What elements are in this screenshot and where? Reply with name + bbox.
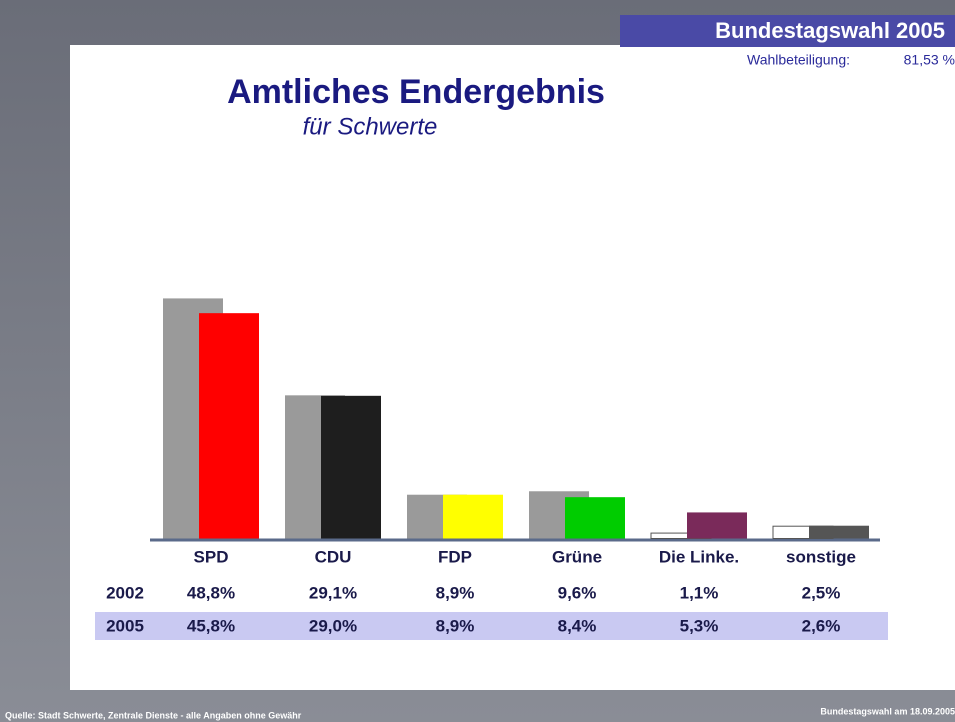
value-label: 1,1% (680, 583, 719, 602)
chart-subtitle: für Schwerte (303, 113, 438, 140)
value-label: 8,4% (558, 616, 597, 635)
row-label: 2005 (106, 616, 144, 635)
bar (199, 313, 259, 539)
x-tick-label: CDU (315, 547, 352, 566)
x-tick-label: FDP (438, 547, 472, 566)
bar (321, 395, 381, 539)
row-highlight (95, 612, 888, 640)
value-label: 29,0% (309, 616, 357, 635)
header-box (620, 15, 955, 47)
value-label: 5,3% (680, 616, 719, 635)
value-label: 48,8% (187, 583, 235, 602)
x-tick-label: sonstige (786, 547, 856, 566)
turnout-value: 81,53 % (904, 52, 955, 68)
value-label: 2,6% (802, 616, 841, 635)
header-title: Bundestagswahl 2005 (715, 18, 945, 43)
bar (687, 512, 747, 539)
bar (809, 525, 869, 539)
x-tick-label: Grüne (552, 547, 602, 566)
value-label: 45,8% (187, 616, 235, 635)
value-label: 9,6% (558, 583, 597, 602)
turnout-label: Wahlbeteiligung: (747, 52, 850, 68)
x-tick-label: Die Linke. (659, 547, 739, 566)
value-label: 8,9% (436, 616, 475, 635)
chart-title: Amtliches Endergebnis (227, 73, 605, 111)
bar (443, 494, 503, 539)
value-label: 8,9% (436, 583, 475, 602)
value-label: 2,5% (802, 583, 841, 602)
row-label: 2002 (106, 583, 144, 602)
bar (565, 497, 625, 539)
footer-source: Quelle: Stadt Schwerte, Zentrale Dienste… (5, 710, 302, 720)
x-tick-label: SPD (194, 547, 229, 566)
footer-date: Bundestagswahl am 18.09.2005 (820, 706, 955, 716)
value-label: 29,1% (309, 583, 357, 602)
